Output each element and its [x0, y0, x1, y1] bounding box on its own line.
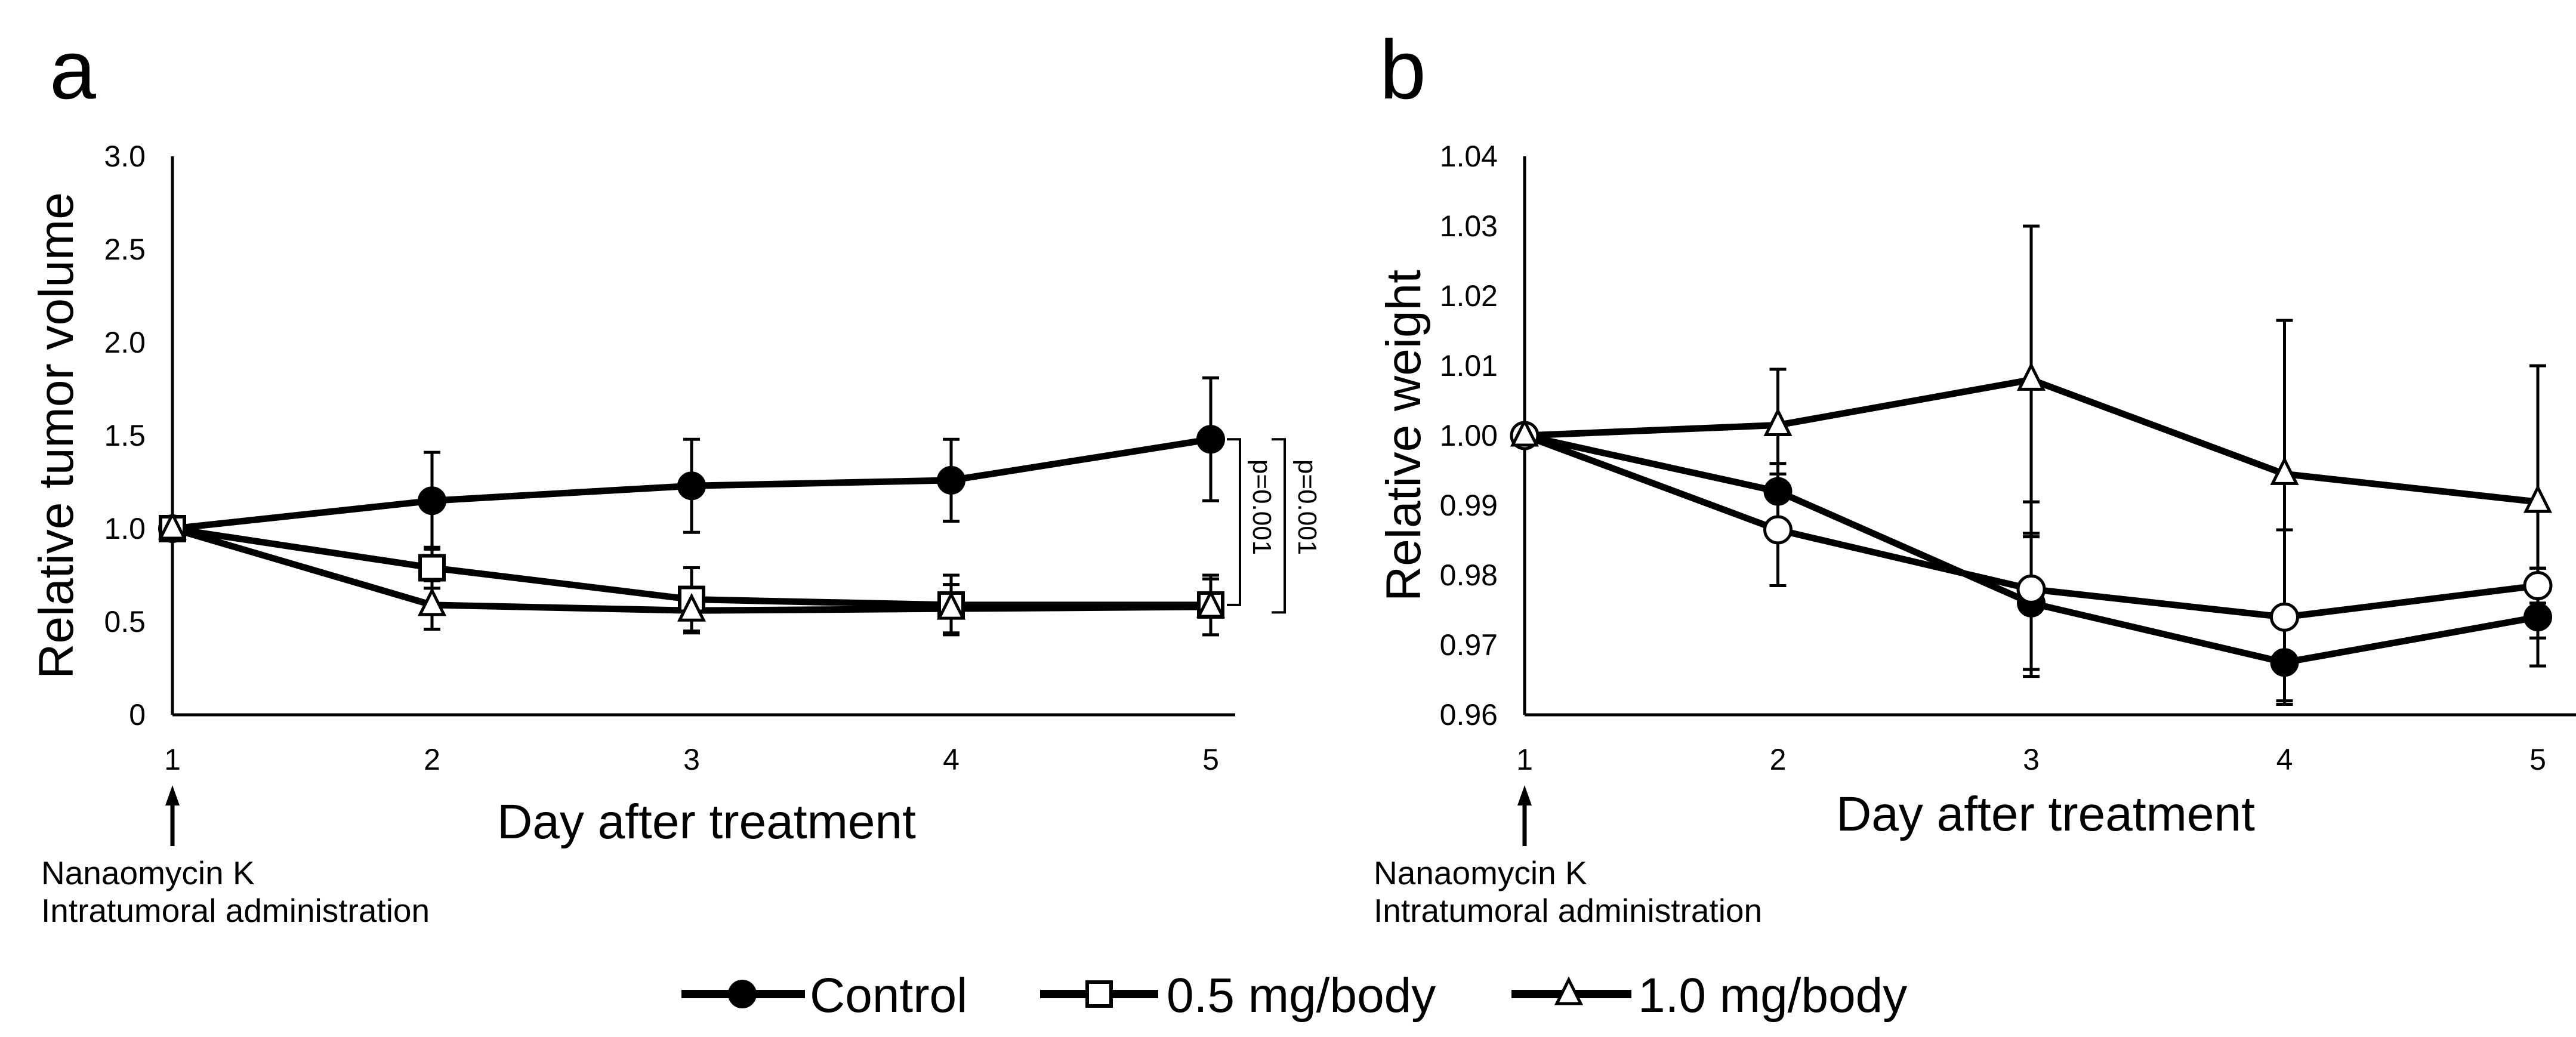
- legend-label-0-5: 0.5 mg/body: [1167, 968, 1436, 1023]
- y-tick-label-a: 0.5: [104, 605, 146, 638]
- y-tick-label-b: 0.96: [1440, 698, 1498, 732]
- data-point-open-circle: [1763, 515, 1793, 545]
- annotation-drug-a: Nanaomycin K: [41, 854, 255, 891]
- x-tick-label-a: 4: [943, 743, 960, 776]
- y-tick-label-b: 1.03: [1440, 209, 1498, 243]
- data-point-filled-circle: [937, 465, 965, 495]
- legend-label-1-0: 1.0 mg/body: [1638, 968, 1907, 1023]
- data-point-open-triangle: [2523, 484, 2553, 513]
- significance-bracket: [1272, 438, 1286, 614]
- y-tick-label-b: 1.04: [1440, 140, 1498, 173]
- x-axis-title-a: Day after treatment: [497, 795, 916, 849]
- x-tick-label-b: 3: [2023, 743, 2040, 776]
- y-tick-label-b: 1.02: [1440, 279, 1498, 313]
- p-value-label-2: p=0.001: [1292, 459, 1322, 555]
- data-point-filled-circle: [2523, 603, 2552, 632]
- data-point-open-triangle: [1763, 407, 1793, 436]
- x-tick-label-a: 5: [1202, 743, 1219, 776]
- y-tick-label-b: 0.99: [1440, 489, 1498, 522]
- data-point-filled-circle: [677, 471, 706, 501]
- annotation-drug-b: Nanaomycin K: [1374, 854, 1587, 891]
- legend-label-control: Control: [810, 968, 967, 1023]
- y-tick-label-a: 1.0: [104, 512, 146, 545]
- data-point-filled-circle: [418, 486, 446, 516]
- significance-bracket: [1227, 438, 1241, 606]
- y-tick-label-a: 1.5: [104, 419, 146, 452]
- y-tick-label-b: 1.01: [1440, 349, 1498, 382]
- data-point-open-triangle: [936, 591, 966, 620]
- data-point-open-circle: [2270, 602, 2299, 632]
- panel-label-a: a: [50, 23, 96, 116]
- x-tick-label-a: 1: [164, 743, 181, 776]
- y-tick-label-a: 2.5: [104, 233, 146, 266]
- y-axis-title-b: Relative weight: [1377, 270, 1431, 601]
- data-point-open-circle: [2016, 574, 2046, 604]
- x-tick-label-a: 3: [683, 743, 700, 776]
- data-point-filled-circle: [2270, 648, 2299, 677]
- arrow-up-icon: [1517, 785, 1532, 805]
- legend-marker-filled-circle: [728, 980, 757, 1008]
- x-tick-label-b: 5: [2529, 743, 2546, 776]
- x-axis-title-b: Day after treatment: [1836, 787, 2255, 841]
- data-point-open-triangle: [2016, 362, 2046, 391]
- data-point-filled-circle: [1763, 477, 1793, 506]
- legend-marker-open-square: [1085, 980, 1113, 1008]
- data-point-open-circle: [2523, 571, 2553, 601]
- y-tick-label-a: 2.0: [104, 326, 146, 359]
- arrow-up-icon: [165, 785, 180, 805]
- p-value-label-1: p=0.001: [1247, 459, 1276, 555]
- data-point-open-triangle: [1510, 418, 1540, 447]
- x-tick-label-a: 2: [424, 743, 440, 776]
- x-tick-label-b: 4: [2276, 743, 2293, 776]
- data-point-filled-circle: [1196, 425, 1225, 454]
- data-point-open-triangle: [677, 592, 707, 622]
- data-point-open-triangle: [158, 511, 187, 540]
- x-tick-label-b: 2: [1770, 743, 1787, 776]
- legend-marker-open-triangle: [1554, 976, 1584, 1005]
- y-tick-label-a: 3.0: [104, 140, 146, 173]
- annotation-route-a: Intratumoral administration: [41, 892, 430, 929]
- data-point-open-triangle: [1196, 589, 1226, 618]
- data-point-open-square: [418, 554, 446, 582]
- y-tick-label-b: 0.98: [1440, 558, 1498, 592]
- x-tick-label-b: 1: [1516, 743, 1533, 776]
- data-point-open-triangle: [417, 587, 447, 616]
- annotation-route-b: Intratumoral administration: [1374, 892, 1762, 929]
- data-point-open-triangle: [2270, 456, 2299, 485]
- y-tick-label-b: 0.97: [1440, 628, 1498, 662]
- y-axis-title-a: Relative tumor volume: [29, 192, 84, 679]
- panel-label-b: b: [1380, 23, 1426, 116]
- y-tick-label-a: 0: [129, 698, 146, 732]
- y-tick-label-b: 1.00: [1440, 419, 1498, 452]
